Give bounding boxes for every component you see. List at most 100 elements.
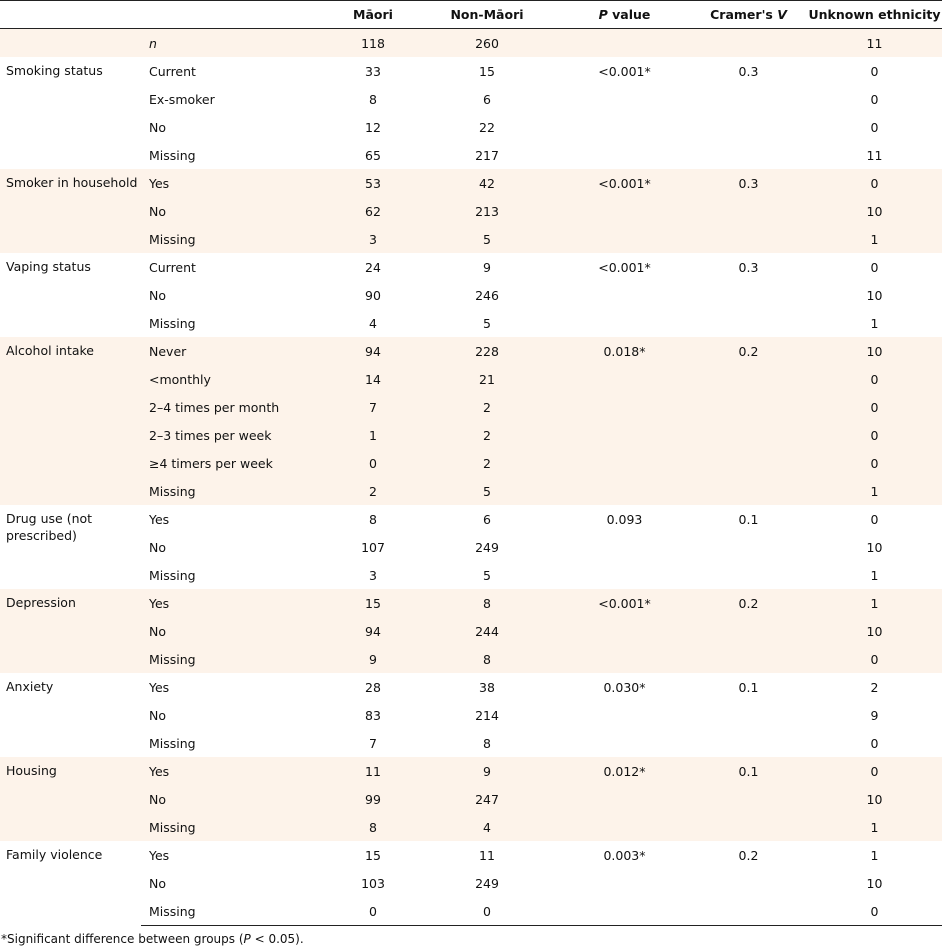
table-row: 2–3 times per week 1 2 0 [0, 421, 942, 449]
level-cell: Missing [141, 225, 331, 253]
maori-cell: 15 [365, 847, 381, 863]
p-value-cell [559, 281, 690, 309]
p-value-cell [559, 197, 690, 225]
maori-cell: 62 [331, 197, 415, 225]
non-maori-cell: 8 [415, 645, 559, 673]
table-row: No 62 213 10 [0, 197, 942, 225]
unknown-ethnicity-cell: 0 [870, 91, 879, 107]
level-cell: Never [141, 337, 331, 365]
maori-cell: 15 [331, 589, 415, 617]
maori-cell: 7 [369, 735, 377, 751]
unknown-ethnicity-cell: 1 [870, 567, 879, 583]
table-row: ≥4 timers per week 0 2 0 [0, 449, 942, 477]
table-row: Missing 2 5 1 [0, 477, 942, 505]
p-value-cell [559, 421, 690, 449]
level-cell: Yes [149, 847, 170, 863]
footnote-pre: *Significant difference between groups ( [1, 932, 244, 946]
maori-cell: 1 [331, 421, 415, 449]
header-p-symbol: P [598, 7, 608, 22]
unknown-ethnicity-cell: 0 [870, 735, 879, 751]
non-maori-cell: 9 [483, 259, 491, 275]
non-maori-cell: 249 [475, 539, 499, 555]
cramers-v-cell: 0.1 [738, 511, 759, 527]
table-row: <monthly 14 21 0 [0, 365, 942, 393]
non-maori-cell: 214 [475, 707, 499, 723]
unknown-ethnicity-cell: 0 [807, 169, 942, 197]
cramers-v-cell: 0.2 [738, 847, 759, 863]
cramers-v-cell: 0.2 [690, 589, 807, 617]
maori-cell: 94 [331, 617, 415, 645]
cramers-v-cell [690, 225, 807, 253]
p-value-cell [559, 113, 690, 141]
cramers-v-cell [690, 449, 807, 477]
cramers-v-cell [690, 85, 807, 113]
header-level [141, 0, 331, 29]
level-cell: No [141, 617, 331, 645]
n-row-maori: 118 [331, 28, 415, 57]
unknown-ethnicity-cell: 0 [807, 645, 942, 673]
non-maori-cell: 249 [475, 875, 499, 891]
table-row: 2–4 times per month 7 2 0 [0, 393, 942, 421]
cramers-v-cell: 0.1 [738, 679, 759, 695]
table-row: Depression Yes 15 8 <0.001* 0.2 1 [0, 589, 942, 673]
level-cell: <monthly [141, 365, 331, 393]
non-maori-cell: 11 [479, 847, 495, 863]
p-value-cell [559, 645, 690, 673]
variable-label: Smoker in household [0, 169, 141, 253]
table-row: Family violence Yes 15 11 0.003* 0.2 1 [0, 841, 942, 869]
maori-cell: 12 [365, 119, 381, 135]
p-value-cell [559, 449, 690, 477]
footnote-p-symbol: P [243, 932, 251, 946]
maori-cell: 9 [331, 645, 415, 673]
table-body: n 118 260 11 Smoking status Current 33 15 <0… [0, 28, 942, 926]
table-row: Smoking status Current 33 15 <0.001* 0.3 0 [0, 57, 942, 85]
non-maori-cell: 8 [415, 589, 559, 617]
non-maori-cell: 38 [479, 679, 495, 695]
cramers-v-cell [690, 729, 807, 757]
p-value-cell [559, 477, 690, 505]
unknown-ethnicity-cell: 1 [870, 847, 879, 863]
unknown-ethnicity-cell: 10 [807, 197, 942, 225]
p-value-cell: 0.003* [603, 847, 646, 863]
table-row: No 83 214 9 [0, 701, 942, 729]
p-value-cell: 0.093 [606, 511, 643, 527]
unknown-ethnicity-cell: 10 [807, 785, 942, 813]
table-row: No 99 247 10 [0, 785, 942, 813]
level-cell: 2–4 times per month [141, 393, 331, 421]
p-value-cell [559, 729, 690, 757]
unknown-ethnicity-cell: 10 [807, 617, 942, 645]
level-cell: Yes [149, 679, 170, 695]
cramers-v-cell: 0.3 [690, 169, 807, 197]
cramers-v-cell [690, 141, 807, 169]
unknown-ethnicity-cell: 1 [807, 589, 942, 617]
p-value-cell [559, 701, 690, 729]
p-value-cell [559, 897, 690, 926]
variable-label: Anxiety [6, 679, 54, 694]
unknown-ethnicity-cell: 11 [866, 147, 883, 163]
maori-cell: 3 [331, 225, 415, 253]
table-row: Missing 9 8 0 [0, 645, 942, 673]
level-cell: Missing [149, 315, 196, 331]
maori-cell: 8 [331, 813, 415, 841]
cramers-v-cell [690, 813, 807, 841]
n-row-cramers-v [690, 28, 807, 57]
table-row: Missing 7 8 0 [0, 729, 942, 757]
table-row: Missing 3 5 1 [0, 561, 942, 589]
maori-cell: 8 [369, 91, 377, 107]
n-row-unknown: 11 [807, 28, 942, 57]
cramers-v-cell [690, 785, 807, 813]
non-maori-cell: 2 [415, 421, 559, 449]
header-cramers-v: Cramer's V [690, 0, 807, 29]
cramers-v-cell [690, 281, 807, 309]
level-cell: No [149, 707, 166, 723]
non-maori-cell: 0 [415, 897, 559, 926]
p-value-cell [559, 813, 690, 841]
level-cell: No [149, 875, 166, 891]
level-cell: ≥4 timers per week [141, 449, 331, 477]
table-row: Missing 3 5 1 [0, 225, 942, 253]
table-row: No 103 249 10 [0, 869, 942, 897]
header-maori: Māori [331, 0, 415, 29]
unknown-ethnicity-cell: 0 [870, 511, 879, 527]
header-non-maori: Non-Māori [415, 0, 559, 29]
p-value-cell: <0.001* [559, 169, 690, 197]
